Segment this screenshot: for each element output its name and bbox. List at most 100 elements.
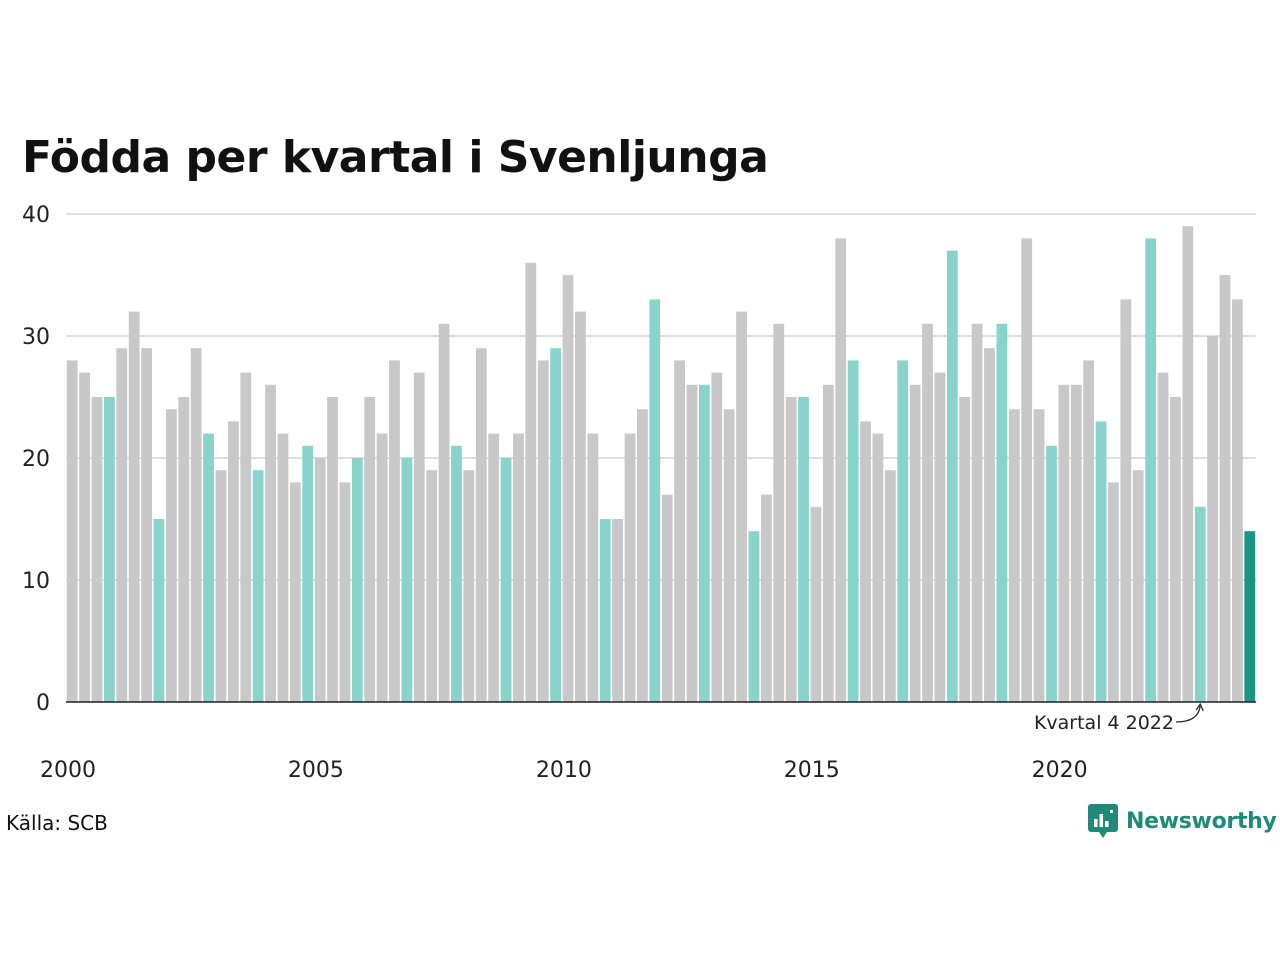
bar: [946, 250, 958, 702]
x-tick-label: 2000: [40, 758, 96, 783]
bar: [463, 470, 475, 702]
bar: [277, 433, 289, 702]
bar: [1108, 482, 1119, 702]
bar: [438, 323, 450, 702]
bar: [760, 494, 772, 702]
bar: [302, 445, 314, 702]
x-tick-label: 2020: [1032, 758, 1088, 783]
bar: [190, 348, 202, 702]
bar: [575, 311, 586, 702]
bar: [240, 372, 252, 702]
bar: [822, 384, 834, 702]
bar: [1219, 275, 1231, 702]
bar: [798, 397, 809, 702]
bar: [327, 397, 338, 702]
bar: [562, 275, 574, 702]
bar: [748, 531, 760, 702]
bar: [860, 421, 871, 702]
bar: [426, 470, 438, 702]
bar: [909, 384, 921, 702]
bar: [376, 433, 388, 702]
bar: [500, 458, 512, 702]
bar: [1232, 299, 1243, 702]
x-tick-label: 2005: [288, 758, 344, 783]
bar: [1157, 372, 1169, 702]
bar: [810, 506, 822, 702]
bar: [1046, 445, 1057, 702]
bar: [513, 433, 524, 702]
bar: [116, 348, 128, 702]
bar: [289, 482, 301, 702]
annotation-arrow: [1175, 705, 1201, 723]
y-tick-label: 10: [22, 569, 50, 594]
bar: [835, 238, 847, 702]
bar: [1083, 360, 1095, 702]
bar: [1145, 238, 1157, 702]
bar: [351, 458, 363, 702]
bar: [339, 482, 351, 702]
chart-title: Födda per kvartal i Svenljunga: [22, 132, 769, 183]
bar: [996, 323, 1008, 702]
bar: [203, 433, 214, 702]
bar: [674, 360, 685, 702]
bar: [637, 409, 648, 702]
x-tick-label: 2010: [536, 758, 592, 783]
bar: [451, 445, 462, 702]
bar: [153, 519, 165, 702]
bar: [525, 262, 537, 702]
bar: [79, 372, 90, 702]
bar: [103, 397, 115, 702]
bar: [215, 470, 227, 702]
bar: [165, 409, 177, 702]
bar: [1058, 384, 1070, 702]
y-tick-label: 30: [22, 325, 50, 350]
source-note: Källa: SCB: [6, 811, 108, 835]
newsworthy-logo: Newsworthy: [1088, 804, 1277, 838]
brand-name: Newsworthy: [1126, 808, 1277, 834]
bar: [897, 360, 909, 702]
bar: [1132, 470, 1144, 702]
annotation-arrowhead: [1195, 702, 1204, 712]
bar: [1120, 299, 1132, 702]
bar: [587, 433, 599, 702]
bar: [537, 360, 549, 702]
bar: [550, 348, 562, 702]
bar: [922, 323, 933, 702]
bar: [934, 372, 946, 702]
bar: [1070, 384, 1082, 702]
bar: [252, 470, 264, 702]
bar: [265, 384, 276, 702]
bar: [1244, 531, 1256, 702]
bar: [141, 348, 152, 702]
bar: [389, 360, 400, 702]
bar: [1182, 226, 1194, 702]
bar: [698, 384, 710, 702]
bar: [314, 458, 326, 702]
bar: [649, 299, 661, 702]
bar: [773, 323, 785, 702]
bar: [624, 433, 636, 702]
bar: [612, 519, 624, 702]
bar: [91, 397, 103, 702]
bar: [1095, 421, 1107, 702]
bar: [1207, 336, 1219, 702]
bar: [1194, 506, 1206, 702]
bar: [984, 348, 995, 702]
x-tick-label: 2015: [784, 758, 840, 783]
y-tick-label: 20: [22, 447, 50, 472]
bar: [723, 409, 735, 702]
bar: [785, 397, 797, 702]
bar: [66, 360, 78, 702]
bar: [711, 372, 723, 702]
newsworthy-logo-icon: [1088, 804, 1118, 838]
bar: [488, 433, 500, 702]
y-tick-label: 0: [36, 691, 50, 716]
bar: [1033, 409, 1045, 702]
bar: [475, 348, 487, 702]
bar: [413, 372, 425, 702]
bar: [884, 470, 896, 702]
bar: [599, 519, 611, 702]
bar: [364, 397, 376, 702]
bar: [227, 421, 239, 702]
